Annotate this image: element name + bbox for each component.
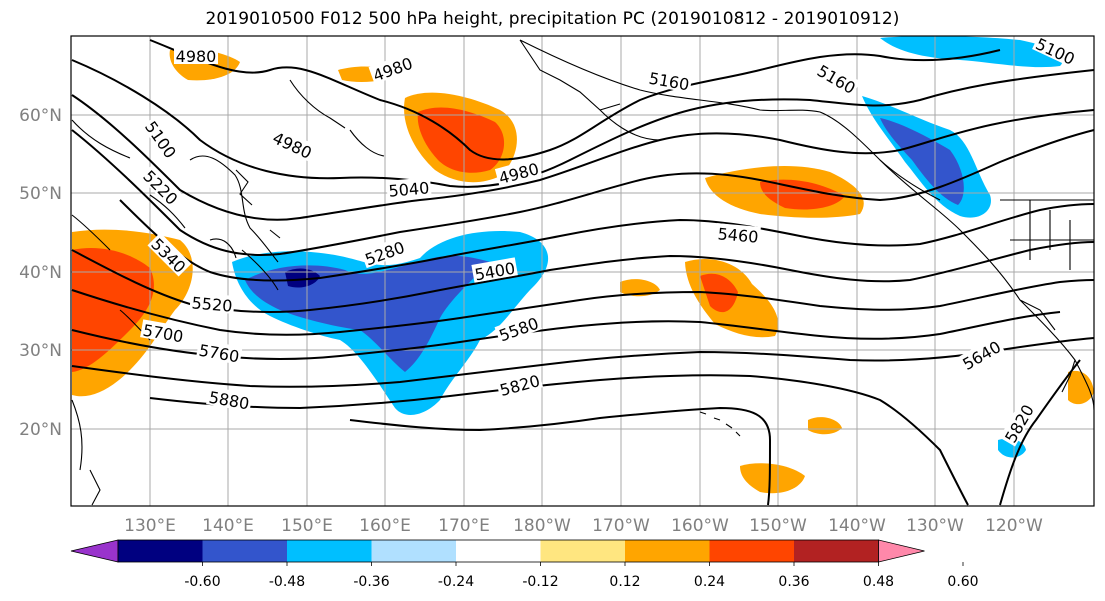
contour-label-bg bbox=[147, 232, 192, 277]
longitude-label: 160°W bbox=[671, 516, 729, 536]
contour-label: 5760 bbox=[197, 341, 240, 367]
longitude-label: 140°W bbox=[828, 516, 886, 536]
contour-label-bg bbox=[646, 67, 693, 93]
longitude-label: 170°W bbox=[592, 516, 650, 536]
contour-label: 5880 bbox=[207, 388, 250, 414]
contour-label-bg bbox=[715, 223, 761, 245]
latitude-label: 30°N bbox=[19, 341, 62, 361]
precip-positive-region bbox=[808, 417, 842, 435]
contour-label-bg bbox=[471, 257, 518, 283]
precip-negative-region bbox=[880, 35, 1063, 68]
contour-label-bg bbox=[386, 177, 432, 199]
contour-label-bg bbox=[1032, 32, 1080, 68]
contour-label-bg bbox=[957, 335, 1005, 374]
precip-negative-region bbox=[880, 118, 964, 205]
contour-line bbox=[71, 129, 1095, 256]
longitude-label: 120°W bbox=[985, 516, 1043, 536]
longitude-label: 150°E bbox=[281, 516, 333, 536]
contour-line bbox=[71, 94, 1095, 221]
precip-positive-region bbox=[1068, 370, 1094, 405]
precip-positive-region bbox=[760, 179, 845, 210]
contour-label: 5520 bbox=[191, 293, 233, 315]
map-frame bbox=[70, 35, 1095, 507]
contour-label: 4980 bbox=[176, 47, 217, 66]
contour-label: 5160 bbox=[814, 61, 859, 98]
coastline-hawaii bbox=[699, 411, 741, 437]
contour-label-bg bbox=[196, 339, 243, 365]
latitude-label: 40°N bbox=[19, 263, 62, 283]
contour-label-bg bbox=[360, 236, 409, 269]
contour-label: 5640 bbox=[959, 337, 1004, 374]
contour-label-bg bbox=[139, 164, 184, 209]
contour-label-bg bbox=[813, 59, 861, 98]
contour-line bbox=[149, 374, 969, 506]
contour-label-bg bbox=[368, 52, 417, 85]
contour-label-bg bbox=[494, 157, 543, 187]
contour-line bbox=[71, 337, 1095, 388]
contour-line bbox=[71, 311, 1061, 360]
border-lines bbox=[1000, 199, 1094, 270]
contour-label: 5820 bbox=[498, 371, 542, 400]
contour-line bbox=[71, 279, 1095, 336]
map-title: 2019010500 F012 500 hPa height, precipit… bbox=[205, 9, 900, 29]
contour-line bbox=[999, 359, 1081, 506]
contour-label-bg bbox=[189, 292, 235, 314]
contour-label: 4980 bbox=[370, 54, 415, 86]
contour-label: 4980 bbox=[270, 128, 315, 162]
longitude-label: 130°E bbox=[124, 516, 176, 536]
contour-line bbox=[71, 241, 1095, 313]
contour-label: 5460 bbox=[717, 224, 759, 246]
latitude-label: 60°N bbox=[19, 106, 62, 126]
precip-negative-region bbox=[285, 268, 320, 288]
contour-line bbox=[349, 406, 772, 506]
longitude-labels: 130°E 140°E 150°E 160°E 170°E 180°W 170°W 160°W… bbox=[124, 516, 1043, 536]
contour-label: 5160 bbox=[647, 69, 690, 95]
coastline-north-america bbox=[879, 159, 1095, 411]
contour-label-bg bbox=[495, 369, 544, 399]
coastline-siberia bbox=[71, 79, 385, 159]
coastline-alaska bbox=[519, 39, 941, 201]
longitude-label: 170°E bbox=[438, 516, 490, 536]
graticule bbox=[71, 36, 1094, 506]
precip-positive-region bbox=[72, 248, 154, 372]
contour-label-bg bbox=[494, 312, 543, 345]
longitude-label: 180°W bbox=[513, 516, 571, 536]
coastline-asia bbox=[71, 155, 279, 506]
contour-label-bg bbox=[141, 115, 182, 163]
contour-label-bg bbox=[269, 126, 317, 162]
coastlines bbox=[71, 39, 1095, 506]
contour-label-bg bbox=[174, 46, 218, 64]
precip-negative-region bbox=[998, 438, 1026, 458]
contour-line bbox=[149, 39, 1001, 161]
contour-label-bg bbox=[206, 386, 253, 412]
precip-positive-region bbox=[620, 279, 660, 297]
longitude-label: 140°E bbox=[202, 516, 254, 536]
longitude-label: 130°W bbox=[906, 516, 964, 536]
precip-positive-region bbox=[740, 463, 805, 494]
contour-label-bg bbox=[140, 319, 187, 345]
latitude-labels: 60°N 50°N 40°N 30°N 20°N bbox=[19, 106, 62, 440]
longitude-label: 160°E bbox=[359, 516, 411, 536]
height-contours bbox=[71, 39, 1095, 506]
coastline-japan bbox=[209, 229, 281, 291]
latitude-label: 50°N bbox=[19, 184, 62, 204]
contour-label-bg bbox=[999, 399, 1038, 447]
contour-label: 5040 bbox=[388, 178, 430, 200]
contour-line bbox=[71, 59, 1095, 188]
longitude-label: 150°W bbox=[749, 516, 807, 536]
latitude-label: 20°N bbox=[19, 420, 62, 440]
contour-line bbox=[119, 199, 1095, 282]
